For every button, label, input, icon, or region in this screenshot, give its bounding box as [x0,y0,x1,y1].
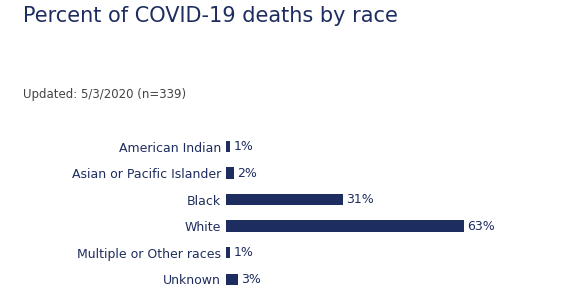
Bar [226,274,238,285]
Bar [226,168,234,178]
Text: 1%: 1% [233,246,253,259]
Bar [226,194,344,205]
Text: 63%: 63% [467,219,495,233]
Text: 1%: 1% [233,140,253,153]
Text: 31%: 31% [346,193,374,206]
Text: Percent of COVID-19 deaths by race: Percent of COVID-19 deaths by race [23,6,397,26]
Text: 3%: 3% [241,273,260,285]
Bar [226,220,464,232]
Bar [226,247,230,258]
Text: Updated: 5/3/2020 (n=339): Updated: 5/3/2020 (n=339) [23,88,186,101]
Text: 2%: 2% [237,167,257,180]
Bar [226,141,230,152]
